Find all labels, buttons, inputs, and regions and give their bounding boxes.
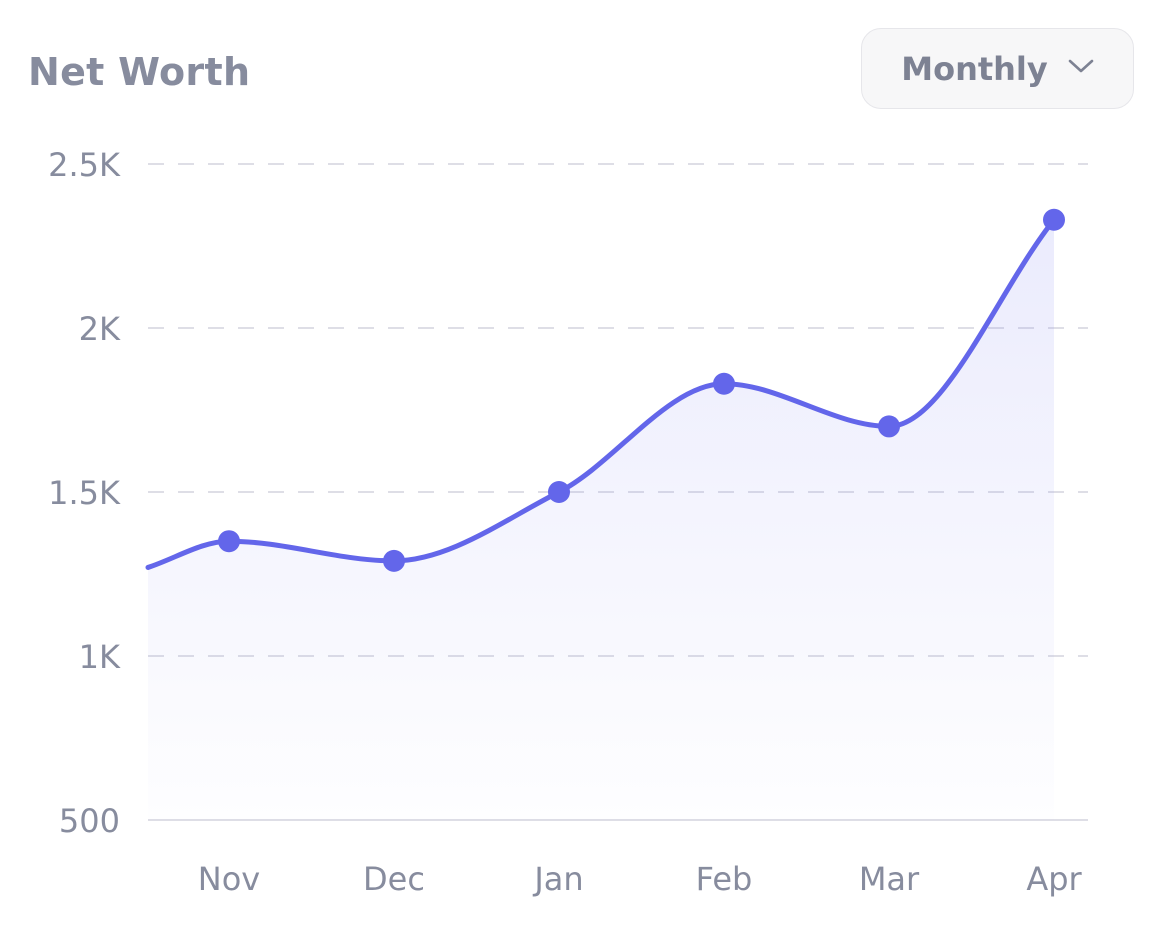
series-area — [148, 219, 1054, 820]
y-tick-label: 2K — [79, 310, 121, 348]
data-point[interactable] — [383, 549, 405, 572]
x-tick-label: Dec — [363, 860, 425, 898]
x-tick-label: Jan — [532, 860, 583, 898]
data-point[interactable] — [713, 372, 735, 395]
x-tick-label: Nov — [198, 860, 260, 898]
period-dropdown[interactable]: Monthly — [861, 28, 1134, 109]
y-tick-label: 2.5K — [48, 146, 121, 184]
y-tick-label: 1.5K — [48, 474, 121, 512]
period-dropdown-label: Monthly — [901, 49, 1048, 88]
chart-title: Net Worth — [28, 50, 251, 94]
x-tick-label: Apr — [1026, 860, 1082, 898]
y-tick-label: 500 — [59, 802, 120, 840]
x-tick-label: Mar — [859, 860, 920, 898]
data-point[interactable] — [218, 530, 240, 553]
y-tick-label: 1K — [79, 638, 121, 676]
data-point[interactable] — [1043, 208, 1065, 231]
series-line — [145, 217, 1057, 570]
chevron-down-icon — [1068, 58, 1094, 74]
data-point[interactable] — [878, 415, 900, 438]
x-tick-label: Feb — [696, 860, 753, 898]
data-point[interactable] — [548, 481, 570, 503]
